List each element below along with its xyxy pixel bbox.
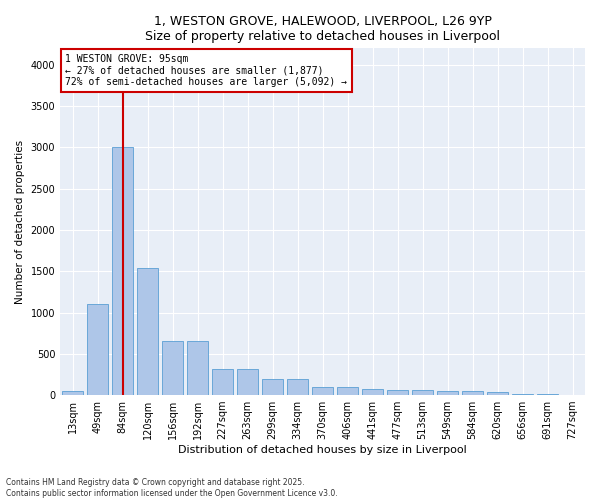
Bar xyxy=(512,394,533,395)
Bar xyxy=(487,392,508,395)
Bar xyxy=(337,387,358,395)
X-axis label: Distribution of detached houses by size in Liverpool: Distribution of detached houses by size … xyxy=(178,445,467,455)
Bar xyxy=(412,390,433,395)
Bar xyxy=(262,380,283,395)
Bar xyxy=(137,268,158,395)
Bar xyxy=(287,379,308,395)
Y-axis label: Number of detached properties: Number of detached properties xyxy=(15,140,25,304)
Bar xyxy=(387,390,408,395)
Text: 1 WESTON GROVE: 95sqm
← 27% of detached houses are smaller (1,877)
72% of semi-d: 1 WESTON GROVE: 95sqm ← 27% of detached … xyxy=(65,54,347,86)
Bar xyxy=(187,342,208,395)
Bar xyxy=(362,389,383,395)
Bar xyxy=(162,342,183,395)
Bar xyxy=(537,394,558,395)
Bar xyxy=(212,368,233,395)
Bar xyxy=(237,368,258,395)
Bar xyxy=(62,391,83,395)
Title: 1, WESTON GROVE, HALEWOOD, LIVERPOOL, L26 9YP
Size of property relative to detac: 1, WESTON GROVE, HALEWOOD, LIVERPOOL, L2… xyxy=(145,15,500,43)
Bar xyxy=(112,148,133,395)
Bar xyxy=(437,391,458,395)
Bar xyxy=(312,387,333,395)
Bar xyxy=(462,392,483,395)
Bar xyxy=(87,304,108,395)
Text: Contains HM Land Registry data © Crown copyright and database right 2025.
Contai: Contains HM Land Registry data © Crown c… xyxy=(6,478,338,498)
